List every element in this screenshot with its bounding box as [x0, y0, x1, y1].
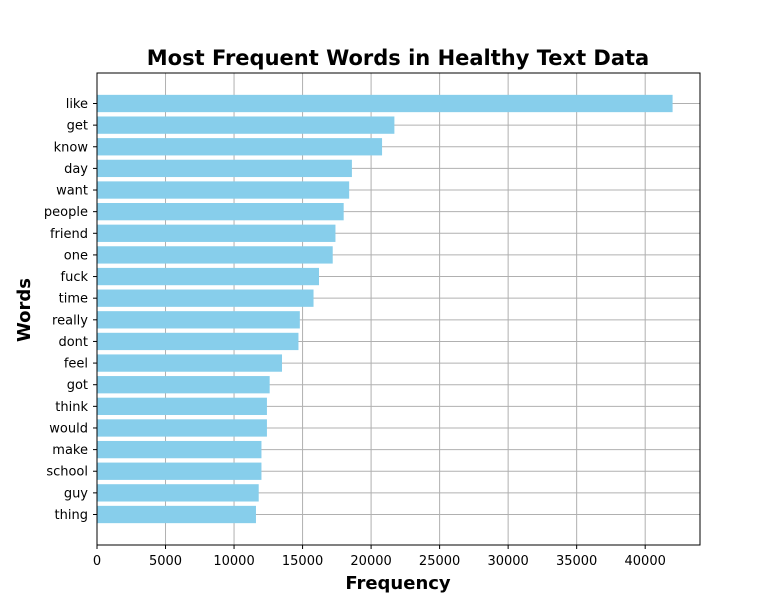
y-tick-label: like [66, 97, 88, 112]
y-tick-label: guy [64, 486, 88, 501]
y-tick-label: got [67, 378, 88, 393]
x-tick-label: 30000 [487, 554, 528, 569]
bar-make [97, 440, 262, 459]
y-tick-label: friend [50, 227, 88, 242]
y-axis: like get know day want people friend one fuck tim… [44, 97, 97, 523]
x-tick-label: 20000 [350, 554, 391, 569]
x-tick-label: 0 [93, 554, 101, 569]
plot-frame [96, 72, 701, 546]
bar-fuck [97, 267, 320, 286]
bar-get [97, 116, 395, 134]
bar-day [97, 159, 352, 178]
bar-like [97, 94, 673, 113]
y-tick-label: make [52, 443, 88, 458]
bar-think [97, 397, 267, 415]
x-tick-label: 25000 [419, 554, 460, 569]
bar-got [97, 376, 270, 394]
bars [97, 94, 673, 524]
y-tick-label: want [56, 184, 88, 199]
y-tick-label: get [67, 119, 88, 134]
x-axis: 0 5000 10000 15000 20000 25000 30000 35000 40000 [93, 545, 666, 569]
y-tick-label: really [52, 313, 88, 328]
y-tick-label: think [55, 400, 88, 415]
x-tick-label: 35000 [556, 554, 597, 569]
x-tick-label: 40000 [625, 554, 666, 569]
y-tick-label: feel [64, 357, 88, 372]
y-tick-label: time [59, 292, 88, 307]
y-axis-label: Words [14, 278, 35, 342]
bar-would [97, 419, 267, 437]
bar-want [97, 181, 350, 199]
y-tick-label: dont [58, 335, 88, 350]
y-tick-label: people [44, 205, 88, 220]
y-tick-label: fuck [61, 270, 89, 285]
bar-thing [97, 505, 256, 524]
bar-really [97, 311, 300, 329]
bar-dont [97, 332, 299, 351]
x-axis-label: Frequency [345, 573, 451, 594]
y-tick-label: would [49, 421, 88, 436]
bar-people [97, 203, 344, 221]
x-tick-label: 10000 [213, 554, 254, 569]
bar-one [97, 246, 333, 264]
x-tick-label: 15000 [282, 554, 323, 569]
bar-school [97, 462, 262, 480]
y-tick-label: day [64, 162, 88, 177]
y-tick-label: thing [55, 508, 88, 523]
y-tick-label: know [54, 140, 89, 155]
bar-friend [97, 224, 336, 242]
bar-feel [97, 354, 283, 372]
chart-title: Most Frequent Words in Healthy Text Data [147, 46, 649, 70]
y-tick-label: one [64, 248, 88, 263]
y-tick-label: school [46, 465, 88, 480]
x-tick-label: 5000 [149, 554, 182, 569]
bar-know [97, 138, 383, 156]
bar-guy [97, 484, 259, 502]
bar-time [97, 289, 314, 307]
